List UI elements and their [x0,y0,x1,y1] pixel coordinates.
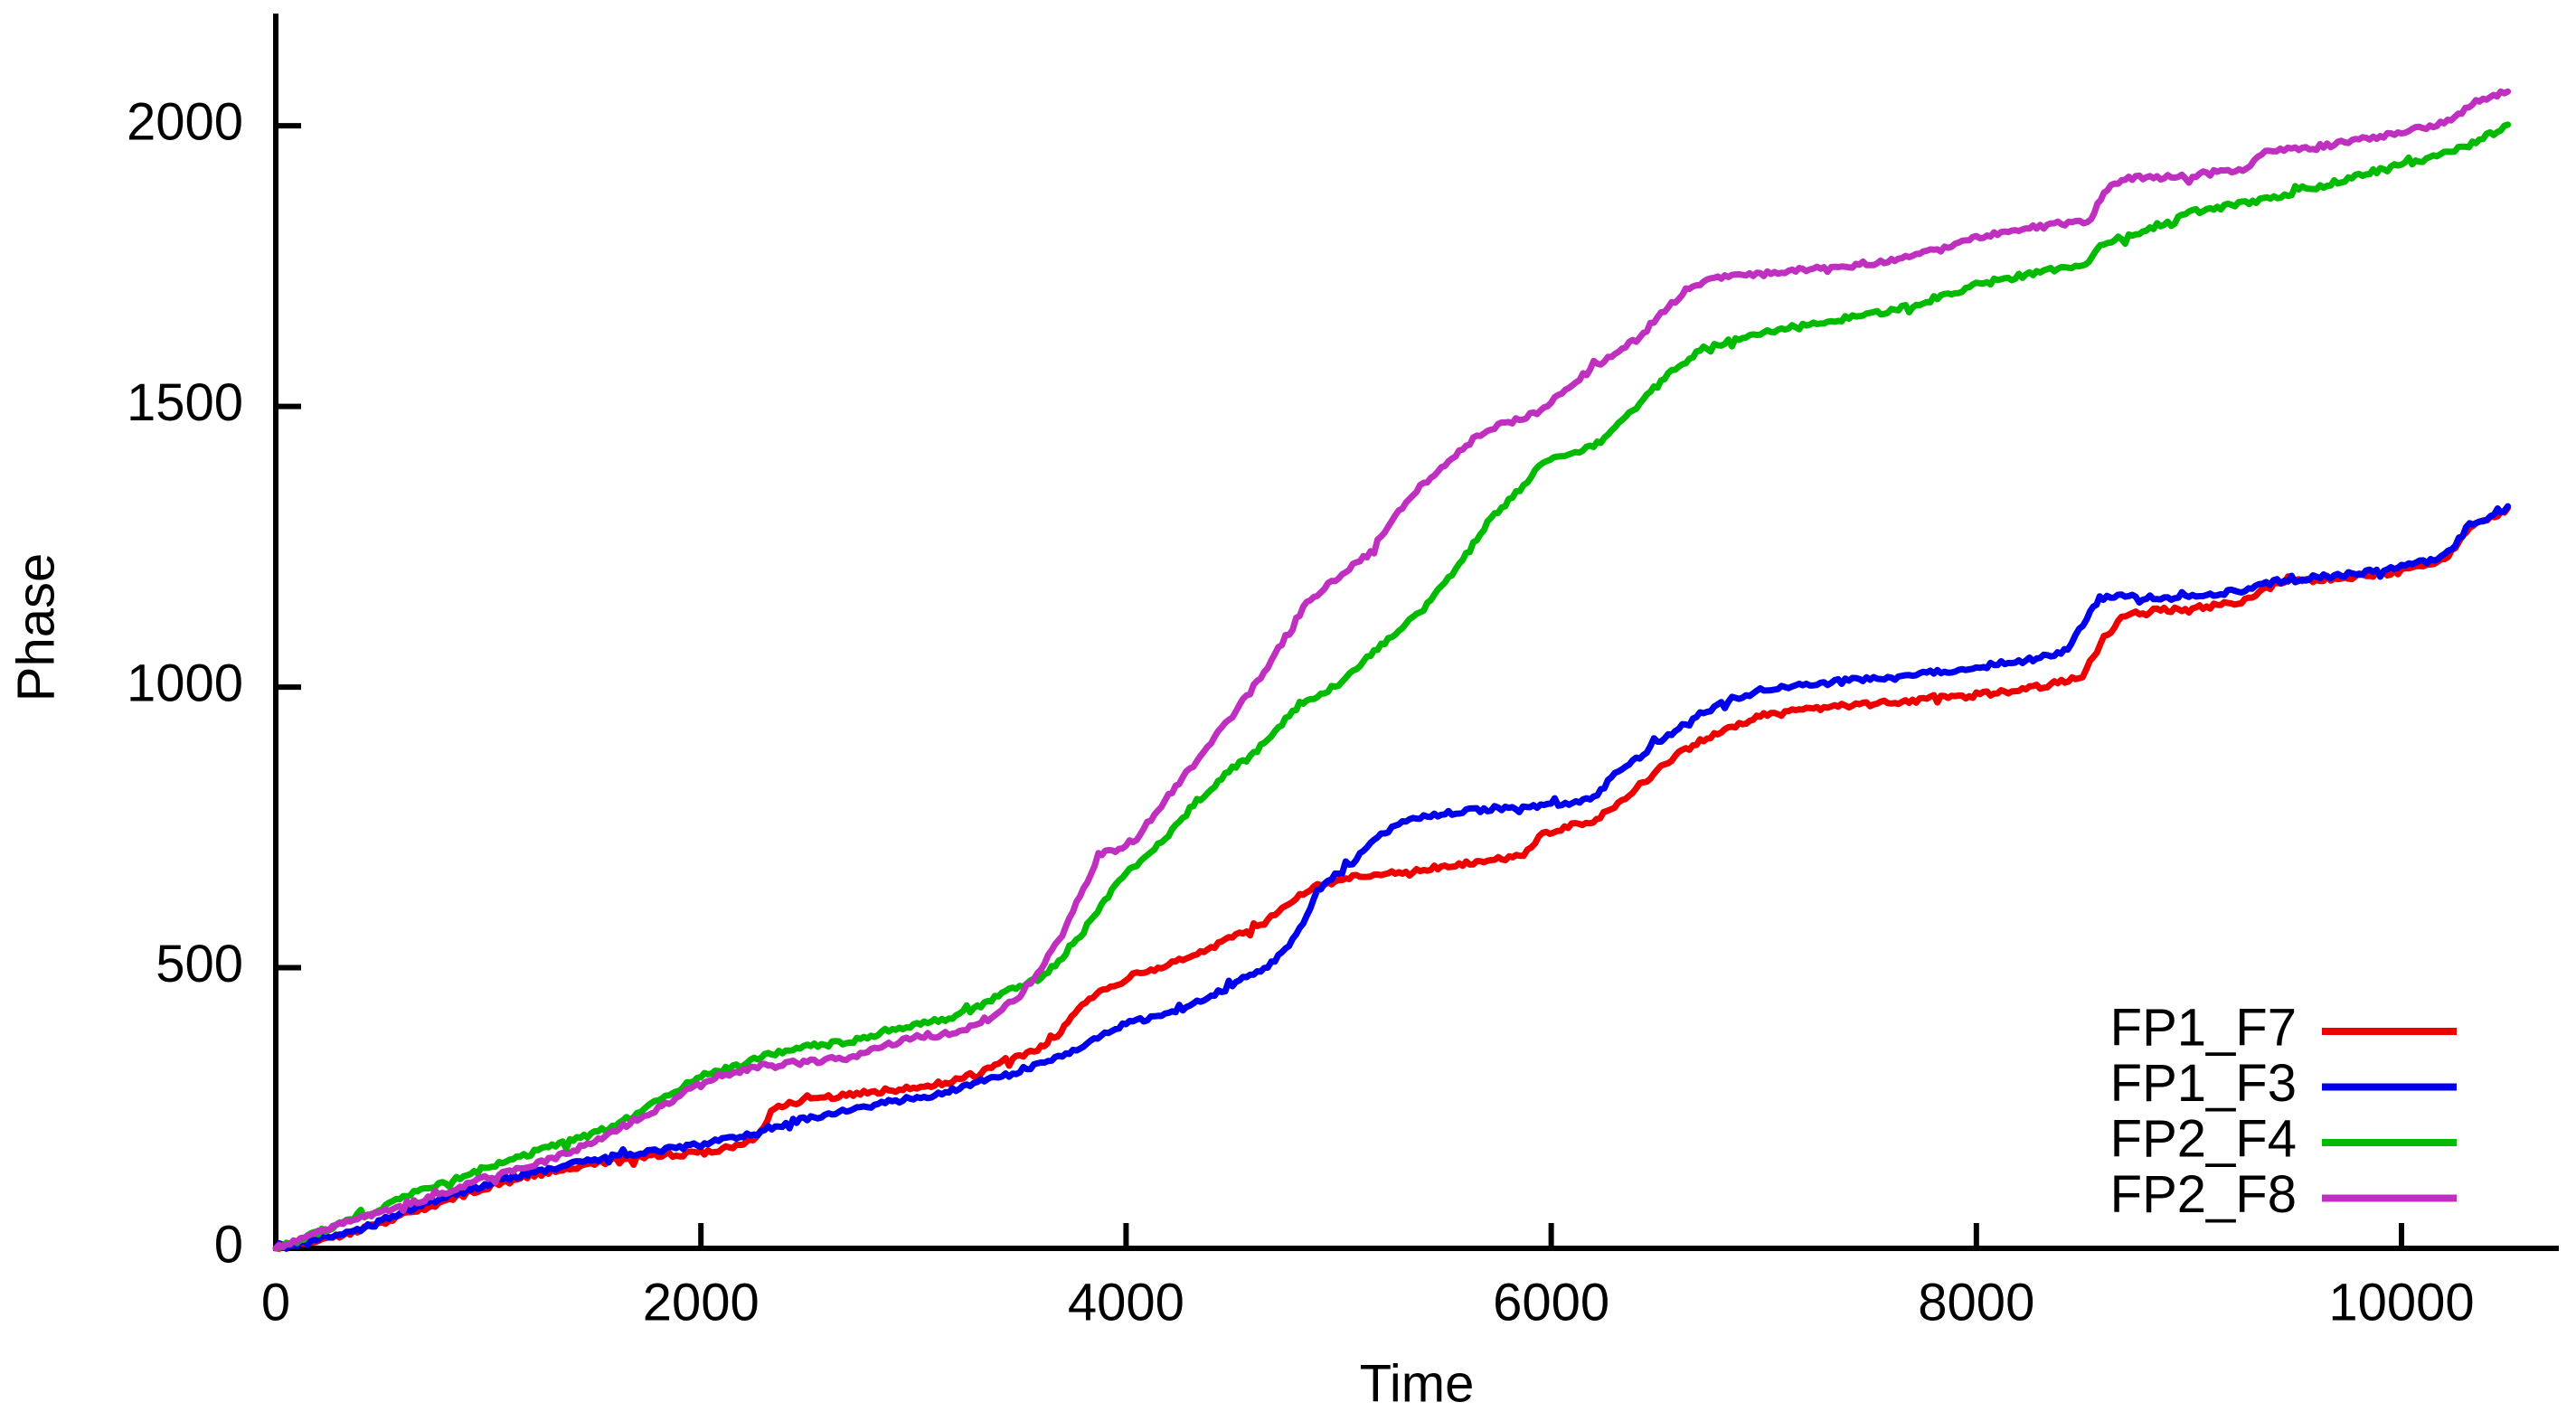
x-tick-label: 2000 [643,1273,760,1332]
x-tick-label: 4000 [1068,1273,1184,1332]
series-layer [272,88,2512,1252]
legend-label-FP2_F4: FP2_F4 [2110,1109,2297,1168]
series-line-FP1_F7 [272,504,2512,1252]
y-axis-title: Phase [6,553,65,701]
y-tick-label: 1500 [127,373,243,432]
y-tick-label: 0 [214,1215,243,1274]
y-tick-label: 500 [156,935,243,993]
x-tick-label: 0 [261,1273,290,1332]
x-tick-label: 8000 [1918,1273,2034,1332]
x-tick-label: 6000 [1493,1273,1609,1332]
y-tick-label: 1000 [127,654,243,712]
series-line-FP2_F8 [272,88,2512,1252]
x-tick-label: 10000 [2328,1273,2474,1332]
y-tick-label: 2000 [127,93,243,152]
x-axis-title: Time [1360,1354,1475,1413]
series-line-FP2_F4 [272,121,2512,1252]
series-line-FP1_F3 [272,503,2512,1252]
legend-label-FP1_F7: FP1_F7 [2110,998,2297,1057]
legend-label-FP2_F8: FP2_F8 [2110,1165,2297,1224]
axes-layer: 0 2000 4000 6000 8000 10000 0 500 1000 1500 2000 [127,14,2559,1332]
legend-label-FP1_F3: FP1_F3 [2110,1054,2297,1113]
